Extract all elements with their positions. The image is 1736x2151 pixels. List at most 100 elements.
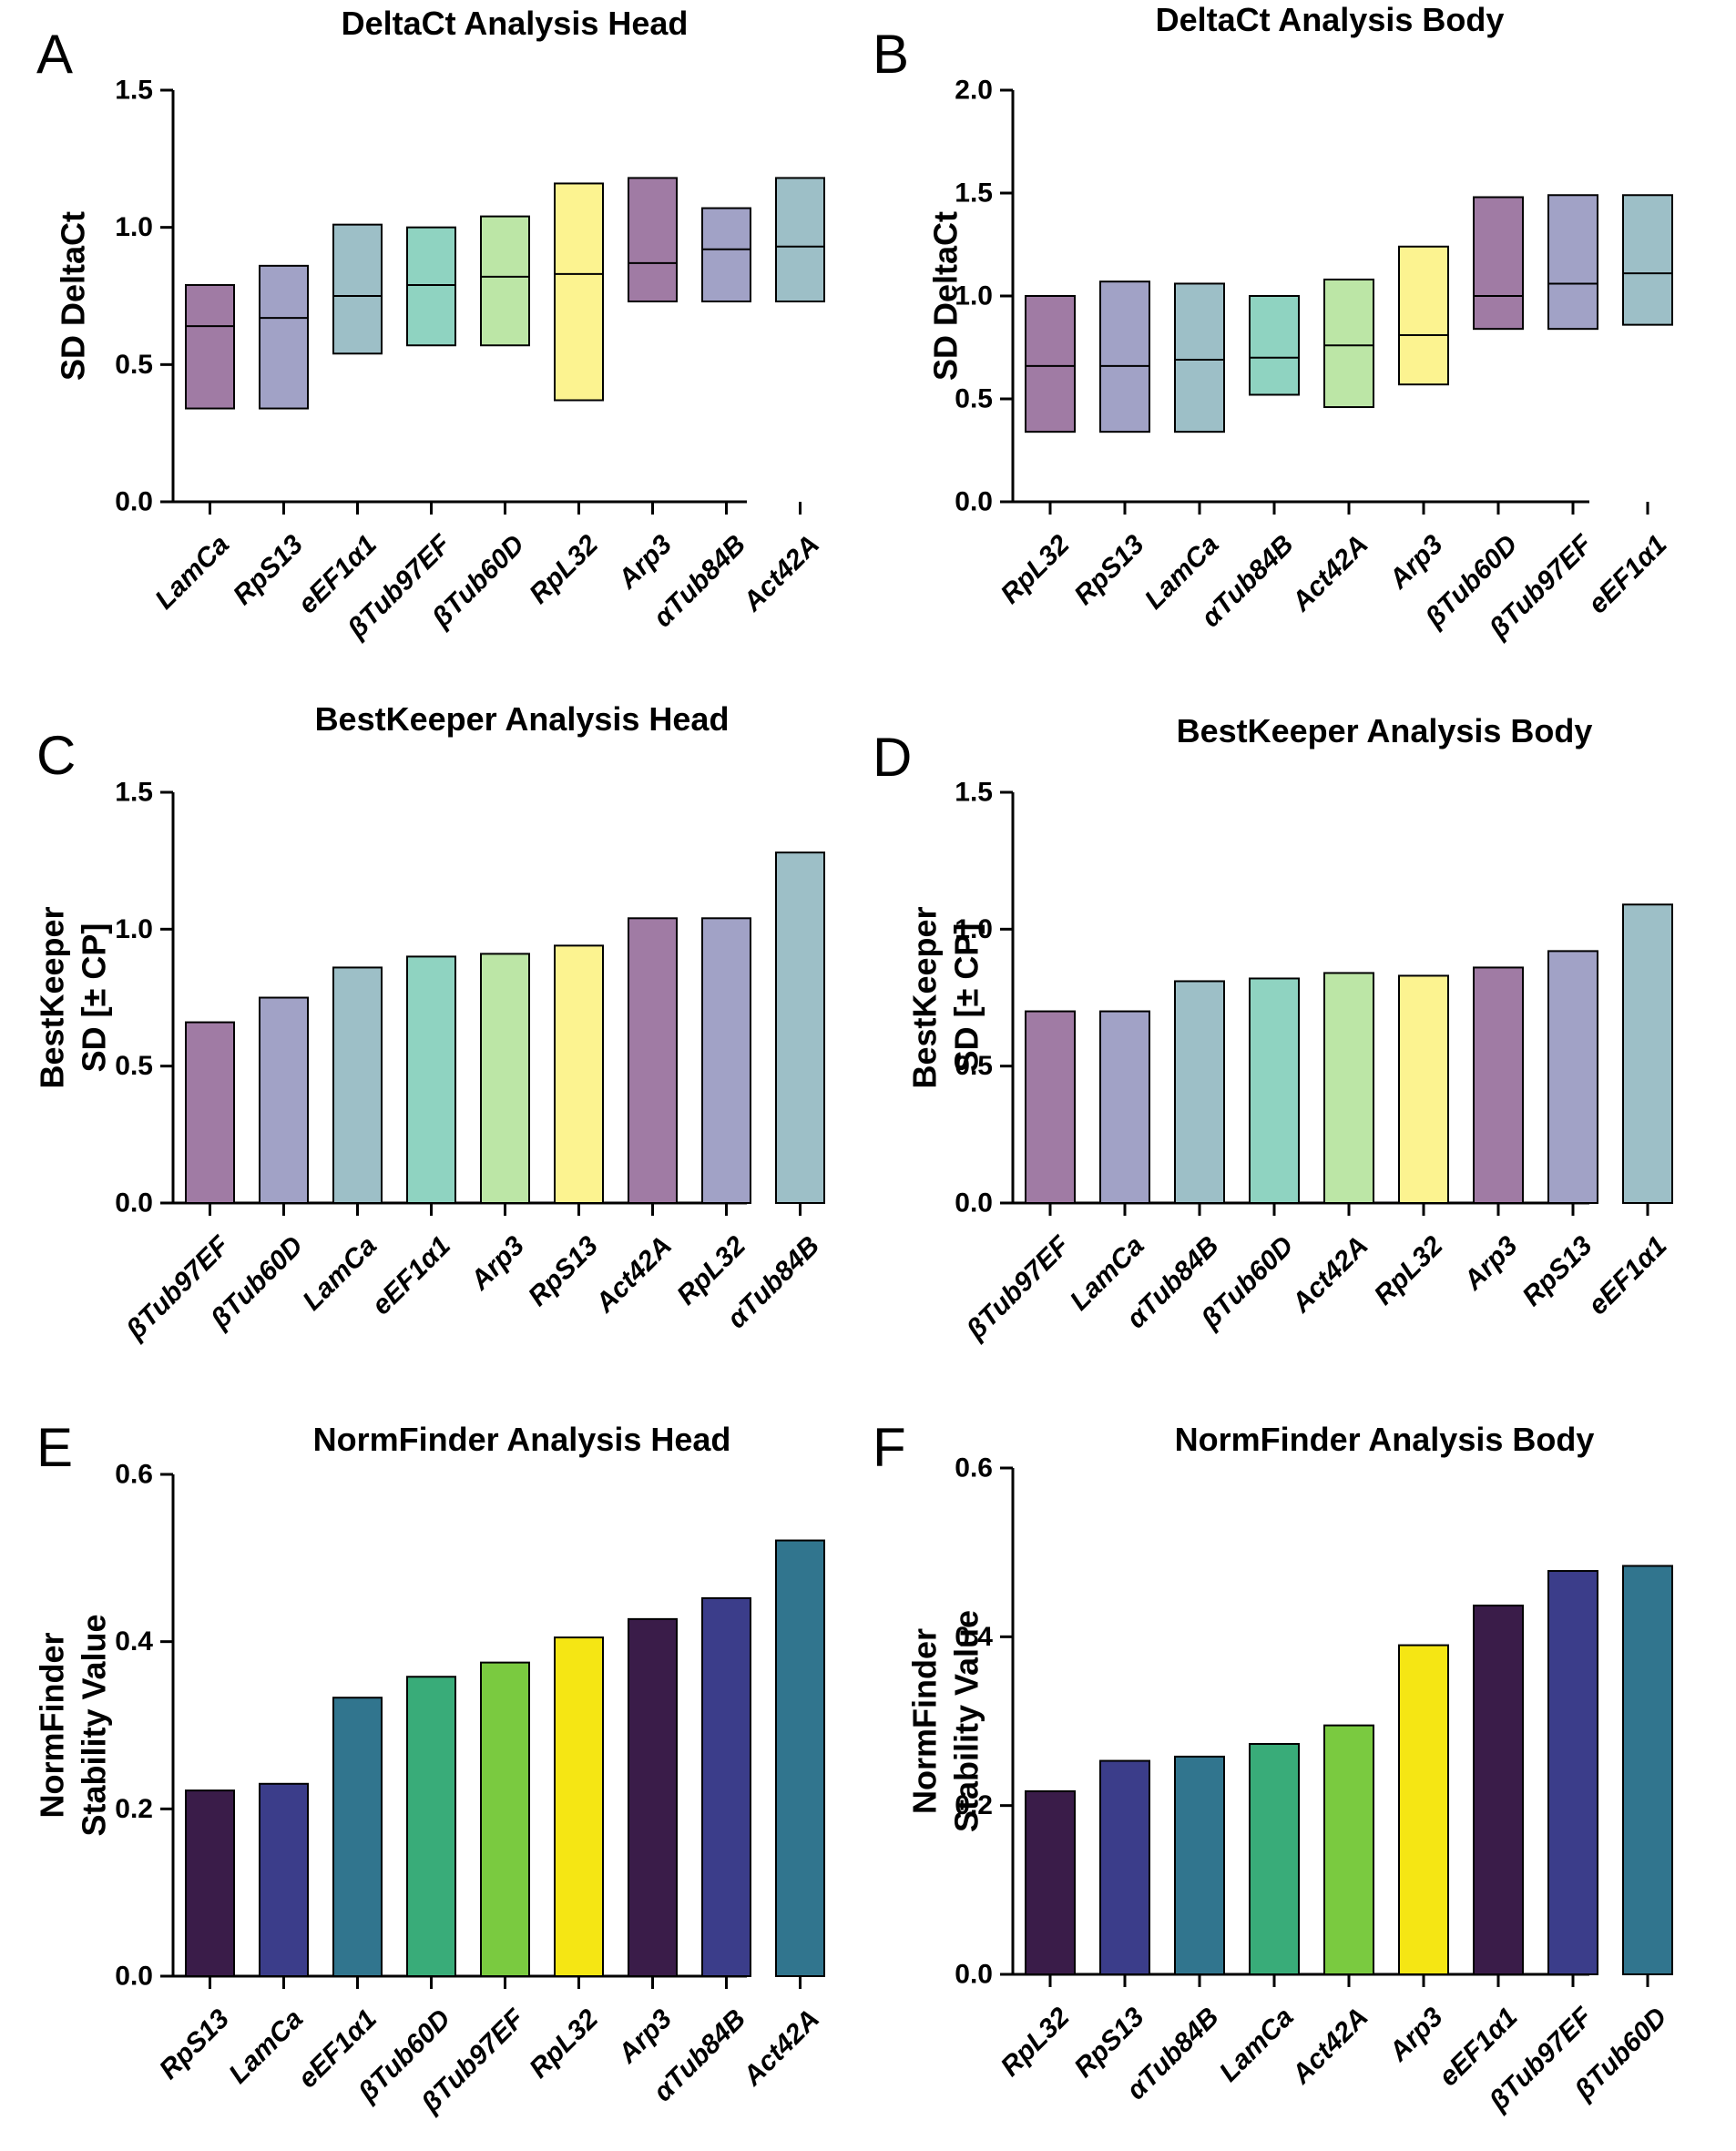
y-tick-label: 1.5: [955, 178, 993, 209]
bar: [554, 1636, 604, 1977]
bar: [185, 1789, 235, 1977]
bar: [1249, 977, 1300, 1205]
bar: [775, 1539, 825, 1977]
y-tick-label: 0.5: [115, 350, 153, 380]
bar: [480, 953, 530, 1204]
bar: [554, 944, 604, 1204]
x-tick-label: Act42A: [1286, 2002, 1374, 2090]
y-tick-label: 0.5: [955, 384, 993, 414]
panel-d: D BestKeeper Analysis Body BestKeeper SD [±…: [873, 712, 1673, 1346]
y-tick-label: 0.0: [115, 487, 153, 517]
bar: [480, 1661, 530, 1977]
y-axis-label: SD [± CP]: [948, 923, 985, 1073]
y-tick-label: 0.0: [955, 487, 993, 517]
bar: [1547, 1570, 1598, 1975]
floating-bar: [1025, 295, 1076, 433]
x-tick-label: βTub97EF: [960, 1230, 1076, 1346]
floating-bar: [332, 223, 383, 355]
y-axis-label: SD DeltaCt: [55, 211, 92, 381]
floating-bar: [406, 226, 456, 347]
floating-bar: [1099, 280, 1150, 433]
x-tick-label: Arp3: [612, 529, 679, 596]
bar: [628, 917, 678, 1204]
x-tick-label: RpL32: [995, 529, 1075, 609]
y-tick-label: 0.2: [115, 1794, 153, 1824]
chart-title: BestKeeper Analysis Head: [315, 700, 730, 738]
y-axis-label: BestKeeper: [906, 906, 944, 1088]
chart-title: NormFinder Analysis Body: [1175, 1421, 1595, 1458]
bar: [1622, 1565, 1673, 1975]
floating-bar: [1622, 194, 1673, 326]
panel-f: F NormFinder Analysis Body NormFinder Stabi…: [873, 1417, 1673, 2117]
panel-letter: E: [36, 1417, 73, 1478]
y-tick-label: 0.6: [115, 1460, 153, 1490]
bar: [332, 1697, 383, 1977]
bar: [628, 1617, 678, 1978]
bar: [1174, 980, 1225, 1204]
panel-e: E NormFinder Analysis Head NormFinder Stabi…: [34, 1417, 826, 2119]
x-tick-label: RpL32: [995, 2002, 1075, 2082]
x-tick-label: Arp3: [1457, 1230, 1524, 1297]
y-tick-label: 1.0: [115, 212, 153, 242]
chart-title: DeltaCt Analysis Body: [1156, 1, 1505, 38]
panel-letter: D: [873, 727, 912, 788]
x-tick-label: LamCa: [149, 529, 235, 615]
floating-bar: [185, 283, 235, 410]
bar: [259, 1782, 309, 1977]
floating-bar: [1174, 282, 1225, 433]
y-tick-label: 0.4: [115, 1626, 153, 1657]
bar: [332, 966, 383, 1204]
y-tick-label: 0.5: [955, 1051, 993, 1081]
floating-bar: [701, 207, 751, 303]
floating-bar: [1473, 196, 1524, 331]
y-tick-label: 0.4: [955, 1622, 993, 1652]
floating-bar: [1323, 278, 1374, 409]
bar: [1547, 950, 1598, 1205]
x-tick-label: RpL32: [1368, 1230, 1448, 1310]
bar: [701, 1596, 751, 1977]
x-tick-label: Arp3: [465, 1230, 531, 1297]
panel-letter: F: [873, 1417, 906, 1478]
bar: [1174, 1755, 1225, 1976]
panel-c: C BestKeeper Analysis Head BestKeeper SD [±…: [34, 700, 826, 1346]
y-tick-label: 0.2: [955, 1790, 993, 1820]
x-tick-label: Act42A: [737, 2003, 825, 2092]
y-tick-label: 0.0: [955, 1960, 993, 1990]
bar: [1099, 1759, 1150, 1976]
y-axis-label: BestKeeper: [34, 906, 71, 1088]
y-axis-label: SD [± CP]: [76, 923, 113, 1073]
x-tick-label: LamCa: [1214, 2002, 1300, 2087]
chart-title: BestKeeper Analysis Body: [1177, 712, 1593, 749]
x-tick-label: RpL32: [524, 529, 604, 609]
chart-title: NormFinder Analysis Head: [313, 1421, 731, 1458]
x-tick-label: Arp3: [612, 2003, 679, 2070]
x-tick-label: Arp3: [1383, 2002, 1449, 2068]
x-tick-label: eEF1α1: [366, 1230, 456, 1320]
y-tick-label: 1.5: [955, 778, 993, 808]
x-tick-label: βTub97EF: [120, 1230, 236, 1346]
bar: [1622, 903, 1673, 1204]
floating-bar: [1249, 295, 1300, 396]
floating-bar: [259, 264, 309, 410]
panel-letter: A: [36, 24, 73, 85]
bar: [1398, 1644, 1449, 1975]
bar: [1025, 1789, 1076, 1975]
bar: [1473, 1605, 1524, 1975]
y-tick-label: 1.0: [955, 914, 993, 944]
bar: [259, 996, 309, 1204]
panel-a: A DeltaCt Analysis Head SD DeltaCt 0.0 0.5 1.…: [36, 5, 825, 645]
chart-title: DeltaCt Analysis Head: [342, 5, 689, 42]
floating-bar: [480, 215, 530, 347]
y-axis-label: Stability Value: [76, 1614, 113, 1836]
x-tick-label: RpL32: [524, 2003, 604, 2084]
bar: [1323, 972, 1374, 1204]
y-axis-label: SD DeltaCt: [927, 211, 965, 381]
bar: [406, 955, 456, 1205]
y-tick-label: 1.0: [955, 281, 993, 311]
floating-bar: [628, 177, 678, 303]
y-tick-label: 0.0: [955, 1188, 993, 1218]
panel-letter: C: [36, 725, 76, 786]
y-tick-label: 1.0: [115, 914, 153, 944]
y-tick-label: 0.0: [115, 1962, 153, 1992]
floating-bar: [775, 177, 825, 303]
